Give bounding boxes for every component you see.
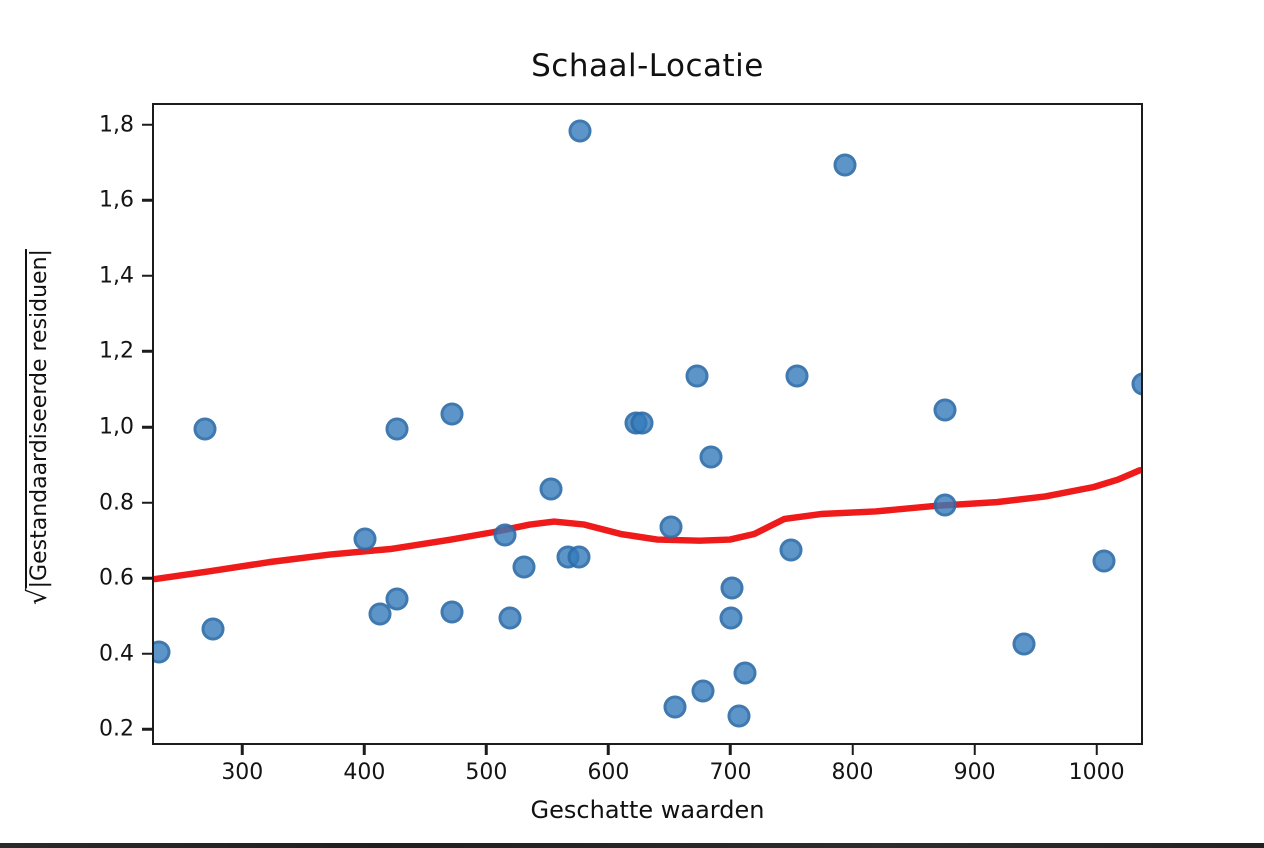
y-axis-tick-label: 1,6 — [99, 187, 134, 213]
y-axis-tick-label: 0.6 — [99, 565, 134, 591]
scatter-point — [353, 527, 377, 551]
scatter-point — [630, 411, 654, 435]
y-axis-tick — [142, 727, 152, 731]
scatter-point — [779, 538, 803, 562]
y-axis-tick — [142, 501, 152, 504]
y-axis-tick — [142, 199, 152, 202]
scatter-point — [512, 555, 536, 579]
scatter-point — [691, 679, 715, 703]
scatter-point — [933, 493, 957, 517]
scatter-point — [699, 445, 723, 469]
scatter-point — [685, 364, 709, 388]
y-axis-tick-label: 1,4 — [99, 263, 134, 289]
x-axis-tick-label: 500 — [465, 760, 508, 785]
scatter-point — [733, 661, 757, 685]
scatter-point — [201, 617, 225, 641]
x-axis-tick — [607, 745, 610, 755]
scatter-point — [1131, 372, 1141, 396]
y-axis-tick-label: 1,2 — [99, 338, 134, 364]
scatter-point — [193, 417, 217, 441]
x-axis-tick — [851, 745, 854, 755]
scatter-point — [785, 364, 809, 388]
plot-area — [152, 103, 1143, 745]
scatter-point — [1092, 549, 1115, 573]
y-axis-tick-label: 1,8 — [99, 112, 134, 138]
scatter-point — [493, 523, 517, 547]
scatter-point — [567, 545, 591, 569]
scatter-point — [663, 695, 687, 719]
lowess-line — [154, 466, 1141, 583]
y-axis-tick — [142, 652, 152, 655]
y-axis-tick — [142, 576, 152, 580]
y-axis-tick — [142, 123, 152, 127]
x-axis-tick — [241, 745, 244, 755]
scatter-point — [440, 600, 464, 624]
bottom-edge-artifact — [0, 843, 1264, 848]
scatter-point — [720, 576, 744, 600]
x-axis-tick-label: 300 — [221, 760, 264, 785]
scatter-point — [727, 704, 751, 728]
y-axis-tick — [142, 350, 152, 353]
scatter-point — [1012, 632, 1036, 656]
scatter-point — [154, 640, 171, 664]
chart-title: Schaal-Locatie — [531, 48, 764, 84]
scatter-point — [568, 119, 592, 143]
x-axis-tick — [485, 745, 488, 755]
scatter-point — [440, 402, 464, 426]
x-axis-tick — [363, 745, 366, 755]
x-axis-tick-label: 800 — [831, 760, 874, 785]
scatter-point — [385, 587, 409, 611]
x-axis-tick-label: 900 — [953, 760, 996, 785]
x-axis-tick — [973, 745, 976, 755]
x-axis-tick-label: 700 — [709, 760, 752, 785]
x-axis-tick-label: 1000 — [1068, 760, 1125, 785]
x-axis-label: Geschatte waarden — [530, 796, 765, 824]
sqrt-symbol: √ — [23, 588, 53, 605]
scatter-point — [498, 606, 522, 630]
scatter-point — [385, 417, 409, 441]
scatter-point — [719, 606, 743, 630]
x-axis-tick — [1095, 745, 1098, 755]
scatter-point — [933, 398, 957, 422]
scatter-point — [833, 153, 857, 177]
y-axis-tick-label: 0.2 — [99, 716, 134, 742]
y-axis-tick — [142, 274, 152, 278]
y-axis-tick-label: 0.4 — [99, 641, 134, 667]
scatter-point — [659, 515, 683, 539]
x-axis-tick-label: 600 — [587, 760, 630, 785]
y-axis-tick-label: 0.8 — [99, 490, 134, 516]
y-axis-tick — [142, 425, 152, 429]
lowess-curve-svg — [154, 466, 1141, 583]
scatter-point — [539, 477, 563, 501]
y-axis-label-text: |Gestandaardiseerde residuen| — [27, 249, 52, 589]
x-axis-tick — [729, 745, 732, 755]
y-axis-tick-label: 1,0 — [99, 414, 134, 440]
y-axis-label: √|Gestandaardiseerde residuen| — [23, 177, 53, 677]
x-axis-tick-label: 400 — [343, 760, 386, 785]
scatter-point — [368, 602, 392, 626]
